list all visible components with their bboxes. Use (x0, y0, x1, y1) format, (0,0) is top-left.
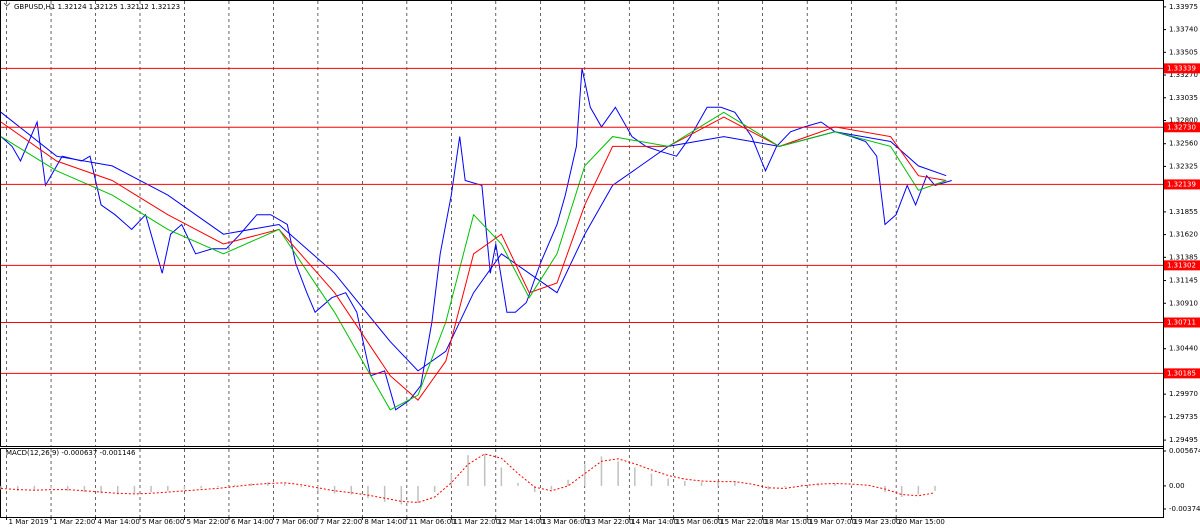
price-line (0, 111, 947, 411)
x-tick-label: 14 Mar 14:00 (631, 518, 678, 526)
level-label: 1.30185 (1167, 369, 1196, 377)
y-tick-label: 1.33975 (1169, 3, 1198, 11)
level-tag (1164, 63, 1200, 74)
x-tick-label: 5 Mar 22:00 (186, 518, 228, 526)
level-tag (1164, 179, 1200, 190)
y-tick-label: 1.31145 (1169, 277, 1198, 285)
x-tick-label: 7 Mar 06:00 (275, 518, 317, 526)
level-tag (1164, 122, 1200, 133)
x-tick-label: 6 Mar 14:00 (231, 518, 273, 526)
y-tick-label: 1.32325 (1169, 162, 1198, 170)
x-tick-label: 8 Mar 14:00 (364, 518, 406, 526)
macd-title: MACD(12,26,9) -0.000637 -0.001146 (6, 449, 136, 457)
y-tick-label: 0.00 (1169, 482, 1185, 490)
y-tick-label: 1.33035 (1169, 94, 1198, 102)
x-tick-label: 1 Mar 2019 (9, 518, 49, 526)
x-tick-label: 1 Mar 22:00 (53, 518, 95, 526)
x-tick-label: 12 Mar 14:00 (498, 518, 545, 526)
level-label: 1.33339 (1167, 64, 1196, 72)
chart-title: GBPUSD,H1 1.32124 1.32125 1.32112 1.3212… (14, 3, 180, 11)
y-tick-label: 1.29735 (1169, 413, 1198, 421)
y-tick-label: 0.005674 (1169, 447, 1200, 455)
x-tick-label: 11 Mar 22:00 (453, 518, 500, 526)
y-tick-label: 1.33270 (1169, 71, 1198, 79)
x-tick-label: 18 Mar 15:00 (765, 518, 812, 526)
x-tick-label: 15 Mar 06:00 (676, 518, 723, 526)
level-tag (1164, 260, 1200, 271)
y-tick-label: -0.003745 (1169, 505, 1200, 513)
level-tag (1164, 317, 1200, 328)
x-tick-label: 13 Mar 06:00 (542, 518, 589, 526)
level-tag (1164, 368, 1200, 379)
y-tick-label: 1.32800 (1169, 116, 1198, 124)
x-tick-label: 19 Mar 23:00 (854, 518, 901, 526)
macd-frame (0, 448, 1164, 518)
y-tick-label: 1.31855 (1169, 208, 1198, 216)
price-line (0, 68, 952, 411)
level-label: 1.32139 (1167, 180, 1196, 188)
y-tick-label: 1.30910 (1169, 299, 1198, 307)
x-tick-label: 19 Mar 07:00 (809, 518, 856, 526)
x-tick-label: 11 Mar 06:00 (409, 518, 456, 526)
price-frame (0, 0, 1164, 447)
y-tick-label: 1.29495 (1169, 436, 1198, 444)
x-tick-label: 5 Mar 06:00 (142, 518, 184, 526)
level-label: 1.31302 (1167, 261, 1196, 269)
price-line (0, 116, 947, 401)
level-label: 1.32730 (1167, 123, 1196, 131)
x-tick-label: 15 Mar 22:00 (720, 518, 767, 526)
y-tick-label: 1.33505 (1169, 48, 1198, 56)
x-tick-label: 7 Mar 22:00 (320, 518, 362, 526)
y-tick-label: 1.32560 (1169, 140, 1198, 148)
y-tick-label: 1.29970 (1169, 390, 1198, 398)
symbol-icon (3, 2, 11, 7)
y-tick-label: 1.30440 (1169, 345, 1198, 353)
price-line (0, 111, 947, 372)
x-tick-label: 4 Mar 14:00 (98, 518, 140, 526)
x-tick-label: 13 Mar 22:00 (587, 518, 634, 526)
level-label: 1.30711 (1167, 319, 1196, 327)
x-tick-label: 20 Mar 15:00 (898, 518, 945, 526)
y-tick-label: 1.31385 (1169, 253, 1198, 261)
y-tick-label: 1.33740 (1169, 26, 1198, 34)
y-tick-label: 1.31620 (1169, 231, 1198, 239)
